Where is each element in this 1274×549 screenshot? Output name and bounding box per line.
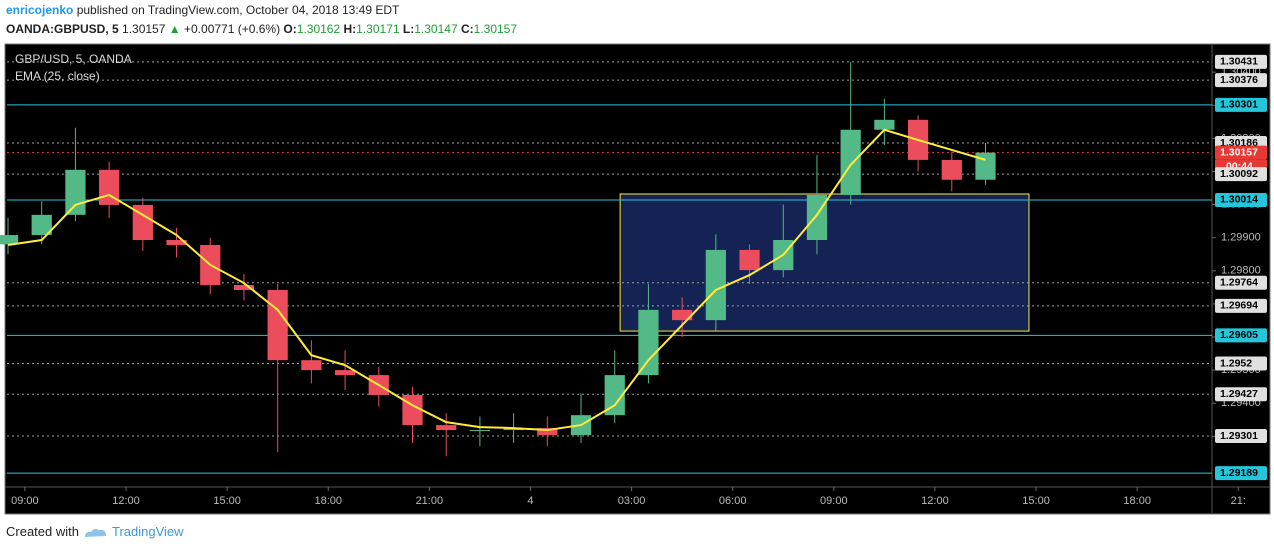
level-label: 1.30301 (1220, 99, 1258, 111)
candle-body (604, 375, 625, 416)
low-label: L: (402, 22, 415, 36)
high-label: H: (343, 22, 357, 36)
level-label-box (1215, 356, 1267, 371)
candle-body (166, 240, 187, 245)
y-tick-label: 1.29800 (1221, 265, 1261, 277)
candle-body (267, 290, 288, 361)
ema-line (7, 128, 986, 432)
x-tick-label: 21:00 (416, 495, 444, 507)
open: 1.30162 (296, 22, 341, 36)
candle-body (0, 235, 19, 245)
level-label: 1.30376 (1220, 74, 1258, 86)
level-label-box (1215, 466, 1267, 481)
high: 1.30171 (356, 22, 400, 36)
level-label: 1.29427 (1220, 388, 1258, 400)
x-tick-label: 18:00 (1123, 495, 1151, 507)
up-arrow: ▲ (168, 22, 181, 36)
level-label: 1.30157 (1220, 146, 1258, 158)
change: +0.00771 (+0.6%) (184, 22, 281, 36)
publish-line: enricojenko published on TradingView.com… (6, 3, 399, 17)
low: 1.30147 (414, 22, 458, 36)
chart: GBP/USD, 5, OANDA EMA (25, close) 1.2930… (0, 43, 1271, 515)
x-tick-label: 09:00 (11, 495, 39, 507)
candle-body (941, 159, 962, 180)
candle-body (806, 194, 828, 241)
candle-body (638, 309, 659, 376)
x-tick-label: 18:00 (314, 495, 342, 507)
x-tick-label: 12:00 (921, 495, 949, 507)
candle-body (840, 129, 861, 195)
close: 1.30157 (473, 22, 518, 36)
chart-title: GBP/USD, 5, OANDA (15, 52, 132, 66)
x-tick-label: 12:00 (112, 495, 140, 507)
level-label: 1.2952 (1220, 357, 1252, 369)
level-label-box (1215, 387, 1267, 402)
quote-line: OANDA:GBPUSD, 5 1.30157 ▲ +0.00771 (+0.6… (6, 22, 517, 36)
level-label-box (1215, 54, 1267, 69)
x-tick-label: 15:00 (213, 495, 241, 507)
footer: Created with TradingView (6, 524, 184, 540)
x-tick-label: 15:00 (1022, 495, 1050, 507)
candle-body (975, 152, 996, 180)
candle-body (874, 119, 895, 130)
x-tick-label: 4 (527, 495, 533, 507)
level-label: 1.29189 (1220, 467, 1258, 479)
author[interactable]: enricojenko (6, 3, 74, 17)
level-label-box (1215, 167, 1267, 182)
x-tick-label: 09:00 (820, 495, 848, 507)
candle-body (334, 370, 356, 376)
candle-body (436, 425, 457, 431)
candle-body (301, 360, 322, 371)
level-label: 1.29764 (1220, 276, 1258, 288)
candle-body (233, 285, 255, 291)
open-label: O: (283, 22, 297, 36)
candle-body (705, 249, 726, 321)
candle-body (31, 214, 52, 236)
level-label-box (1215, 429, 1267, 444)
level-label: 1.29694 (1220, 300, 1258, 312)
level-label-box (1215, 275, 1267, 290)
level-label-box (1215, 73, 1267, 88)
candle-body (739, 249, 760, 271)
last: 1.30157 (122, 22, 166, 36)
level-label: 1.30092 (1220, 168, 1258, 180)
candle-body (672, 309, 693, 321)
legend-ema: EMA (25, close) (15, 69, 100, 83)
candle-body (132, 204, 153, 241)
level-label: 1.30431 (1220, 56, 1258, 68)
level-label: 1.29301 (1220, 430, 1258, 442)
x-tick-label: 03:00 (618, 495, 646, 507)
level-label-box (1215, 145, 1267, 160)
logo (84, 528, 106, 537)
candle-body (469, 430, 491, 432)
y-tick-label: 1.29900 (1221, 232, 1261, 244)
candle-body (537, 428, 558, 436)
published: published on TradingView.com, October 04… (76, 3, 400, 17)
level-label: 1.29605 (1220, 329, 1258, 341)
level-label-box (1215, 192, 1267, 207)
created-with: Created with (6, 524, 79, 539)
candle-body (65, 169, 86, 215)
x-tick-label: 21: (1231, 495, 1246, 507)
level-label: 1.30014 (1220, 194, 1258, 206)
level-label-box (1215, 97, 1267, 112)
brand[interactable]: TradingView (112, 524, 184, 539)
level-label-box (1215, 328, 1267, 343)
symbol: OANDA:GBPUSD, 5 (6, 22, 119, 36)
x-tick-label: 06:00 (719, 495, 747, 507)
candle-body (402, 394, 423, 426)
level-label-box (1215, 298, 1267, 313)
close-label: C: (460, 22, 474, 36)
